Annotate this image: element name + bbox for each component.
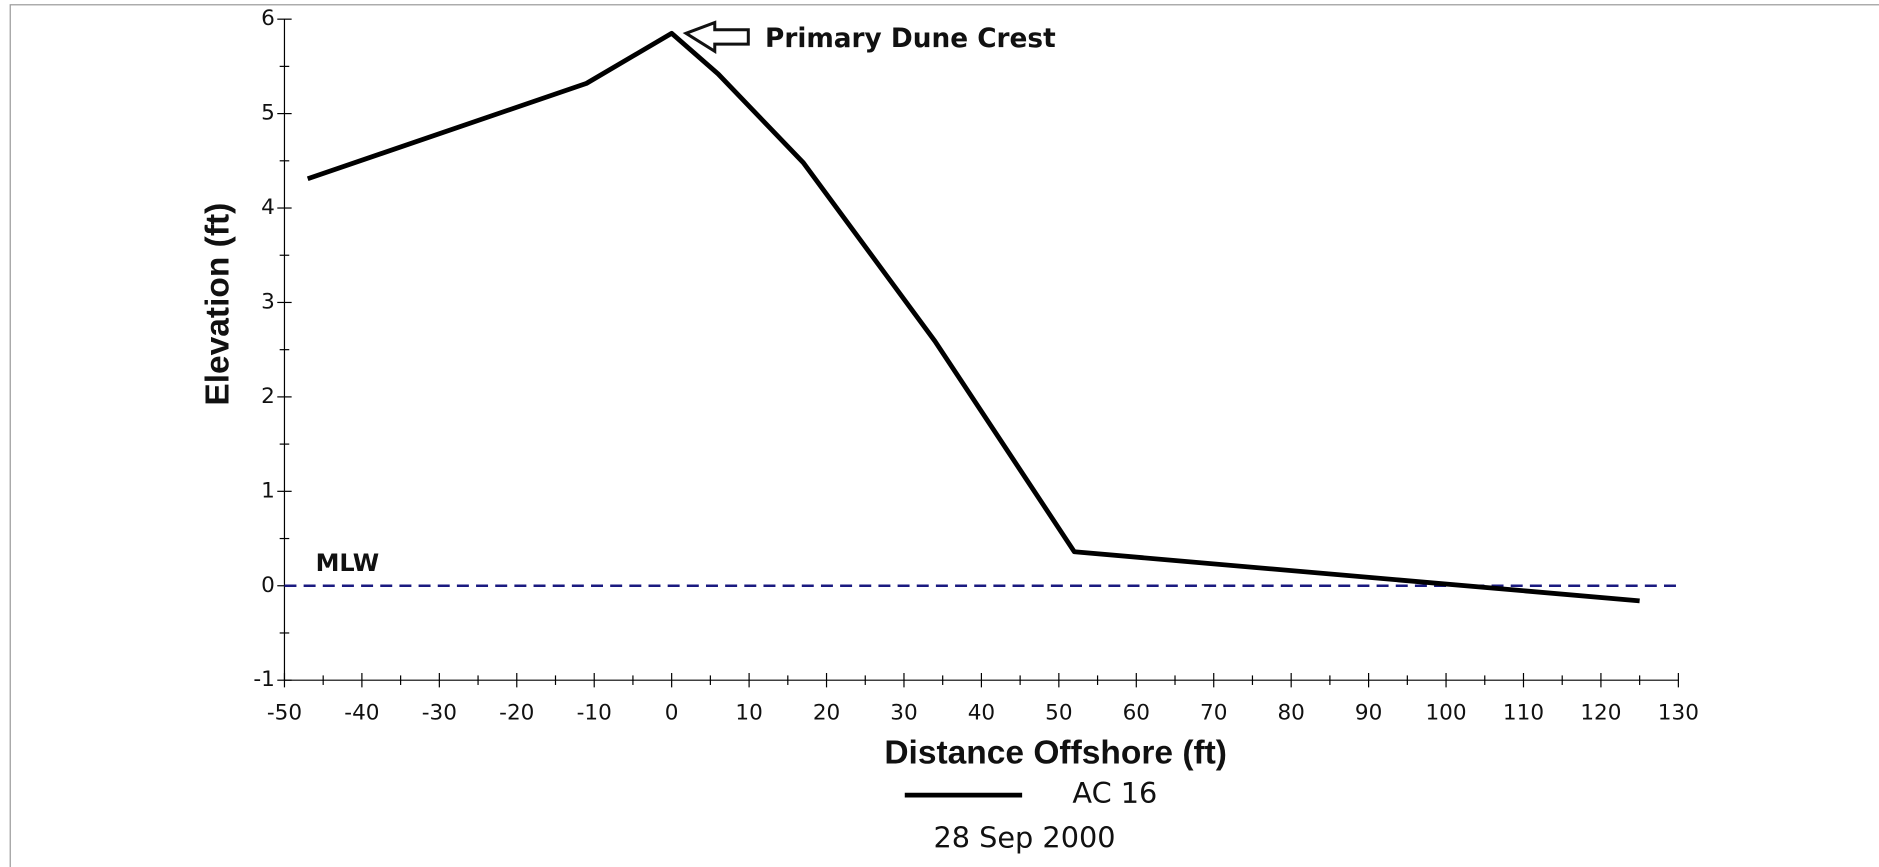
y-tick-label: -1 [253,667,274,692]
y-tick-label: 0 [261,573,275,598]
x-tick-label: 120 [1580,701,1621,726]
x-tick-label: -30 [422,701,457,726]
x-tick-label: 80 [1277,701,1304,726]
series-line [306,30,1640,604]
x-tick-label: 110 [1503,701,1544,726]
x-tick-label: 20 [813,701,840,726]
x-tick-label: -40 [344,701,379,726]
x-tick-label: 30 [890,701,917,726]
x-tick-label: 130 [1658,701,1699,726]
x-tick-label: 60 [1123,701,1150,726]
x-tick-label: 70 [1200,701,1227,726]
x-tick-label: 40 [968,701,995,726]
y-tick-label: 2 [261,384,275,409]
x-tick-label: 50 [1045,701,1072,726]
x-tick-label: 10 [735,701,762,726]
x-axis-label: Distance Offshore (ft) [884,734,1227,771]
y-tick-label: 4 [261,195,275,220]
y-tick-label: 5 [261,101,275,126]
x-tick-label: -50 [267,701,302,726]
subtitle: 28 Sep 2000 [933,820,1115,854]
x-tick-label: 90 [1355,701,1382,726]
x-tick-label: 0 [665,701,679,726]
reference-label: MLW [316,549,380,577]
annotation-arrow [682,20,750,54]
y-tick-label: 1 [261,478,275,503]
y-axis-label: Elevation (ft) [200,203,237,406]
legend-label: AC 16 [1072,776,1157,810]
y-tick-label: 3 [261,289,275,314]
frame [9,4,1879,867]
x-tick-label: 100 [1425,701,1466,726]
x-tick-label: -10 [577,701,612,726]
annotation: Primary Dune Crest [765,24,1056,54]
y-tick-label: 6 [261,6,275,31]
x-tick-label: -20 [499,701,534,726]
